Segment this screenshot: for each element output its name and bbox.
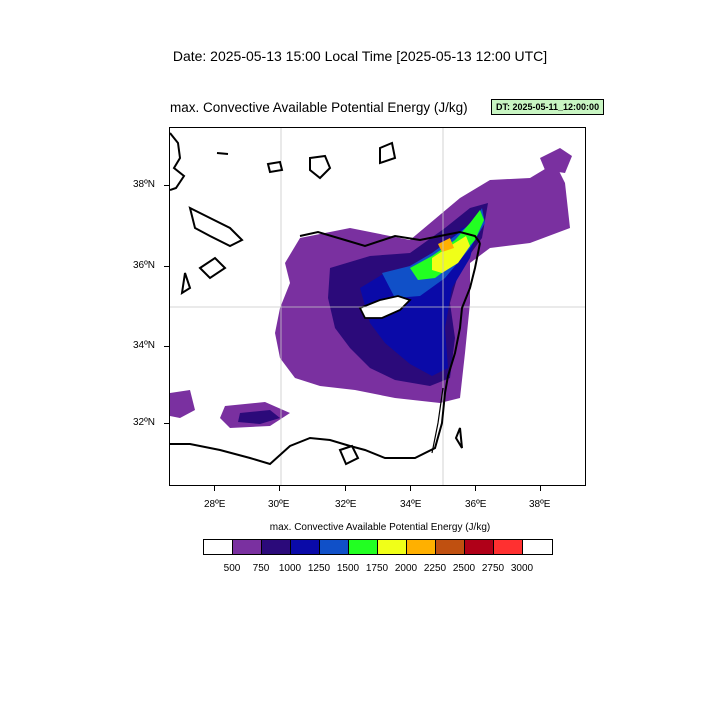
lat-label-32n: 32ºN <box>133 417 155 428</box>
colorbar-segment <box>291 540 320 554</box>
dt-badge: DT: 2025-05-11_12:00:00 <box>491 99 605 115</box>
colorbar-segment <box>436 540 465 554</box>
colorbar-label: 750 <box>252 563 270 574</box>
colorbar-segment <box>349 540 378 554</box>
colorbar-label: 1500 <box>336 563 360 574</box>
lat-label-36n: 36ºN <box>133 260 155 271</box>
colorbar-title: max. Convective Available Potential Ener… <box>269 522 491 533</box>
colorbar-segment <box>523 540 552 554</box>
lon-label-30e: 30ºE <box>268 499 290 510</box>
colorbar-segment <box>407 540 436 554</box>
colorbar-label: 2250 <box>423 563 447 574</box>
lat-label-38n: 38ºN <box>133 179 155 190</box>
colorbar-label: 2750 <box>481 563 505 574</box>
colorbar-segment <box>262 540 291 554</box>
cape-fill-2250 <box>438 238 454 252</box>
lon-label-34e: 34ºE <box>400 499 422 510</box>
lon-tick <box>475 486 476 491</box>
colorbar <box>203 539 553 555</box>
colorbar-label: 500 <box>223 563 241 574</box>
date-line: Date: 2025-05-13 15:00 Local Time [2025-… <box>172 48 548 64</box>
colorbar-segment <box>320 540 349 554</box>
lat-tick <box>164 185 169 186</box>
colorbar-segment <box>204 540 233 554</box>
lon-label-36e: 36ºE <box>465 499 487 510</box>
lat-tick <box>164 266 169 267</box>
colorbar-label: 2000 <box>394 563 418 574</box>
lon-label-38e: 38ºE <box>529 499 551 510</box>
map-panel <box>169 127 586 486</box>
cape-map <box>170 128 585 485</box>
colorbar-segment <box>233 540 262 554</box>
lat-tick <box>164 346 169 347</box>
lon-label-32e: 32ºE <box>335 499 357 510</box>
lon-label-28e: 28ºE <box>204 499 226 510</box>
colorbar-segment <box>465 540 494 554</box>
lon-tick <box>540 486 541 491</box>
lon-tick <box>345 486 346 491</box>
colorbar-label: 1750 <box>365 563 389 574</box>
lon-tick <box>214 486 215 491</box>
cape-fill-1750 <box>410 210 484 280</box>
colorbar-label: 3000 <box>510 563 534 574</box>
colorbar-label: 2500 <box>452 563 476 574</box>
lon-tick <box>279 486 280 491</box>
colorbar-segment <box>378 540 407 554</box>
cape-fill-2000 <box>432 236 470 273</box>
sinai-border <box>431 387 444 454</box>
lat-tick <box>164 423 169 424</box>
colorbar-segment <box>494 540 523 554</box>
lon-tick <box>410 486 411 491</box>
lat-label-34n: 34ºN <box>133 340 155 351</box>
colorbar-label: 1000 <box>278 563 302 574</box>
cape-fill-1500 <box>382 208 485 298</box>
coastlines <box>170 132 481 466</box>
gridlines <box>170 128 585 485</box>
map-title: max. Convective Available Potential Ener… <box>170 100 468 115</box>
colorbar-label: 1250 <box>307 563 331 574</box>
